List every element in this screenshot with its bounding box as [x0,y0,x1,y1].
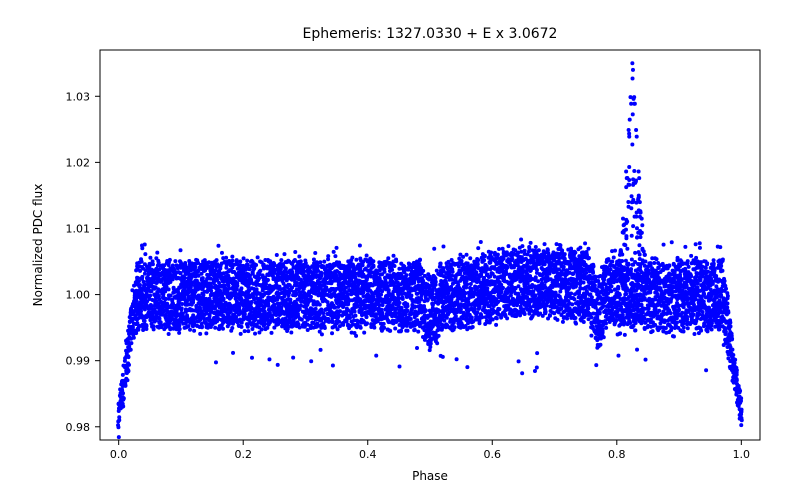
y-axis-label: Normalized PDC flux [31,184,45,307]
y-tick-label: 0.98 [66,421,91,434]
y-tick-label: 1.00 [66,289,91,302]
x-tick-label: 1.0 [733,448,751,461]
x-tick-label: 0.4 [359,448,377,461]
y-tick-label: 1.01 [66,222,91,235]
x-axis-label: Phase [412,469,448,483]
chart-title: Ephemeris: 1327.0330 + E x 3.0672 [303,26,558,42]
y-tick-label: 0.99 [66,355,91,368]
x-tick-label: 0.2 [234,448,252,461]
y-tick-label: 1.03 [66,90,91,103]
x-tick-label: 0.0 [110,448,128,461]
y-tick-label: 1.02 [66,156,91,169]
chart-svg: 0.0 0.2 0.4 0.6 0.8 1.0 0.98 0.99 1.00 1.01 1.02 1.… [0,0,800,500]
x-tick-label: 0.8 [608,448,626,461]
lightcurve-chart: 0.0 0.2 0.4 0.6 0.8 1.0 0.98 0.99 1.00 1.01 1.02 1.… [0,0,800,500]
x-tick-label: 0.6 [484,448,502,461]
